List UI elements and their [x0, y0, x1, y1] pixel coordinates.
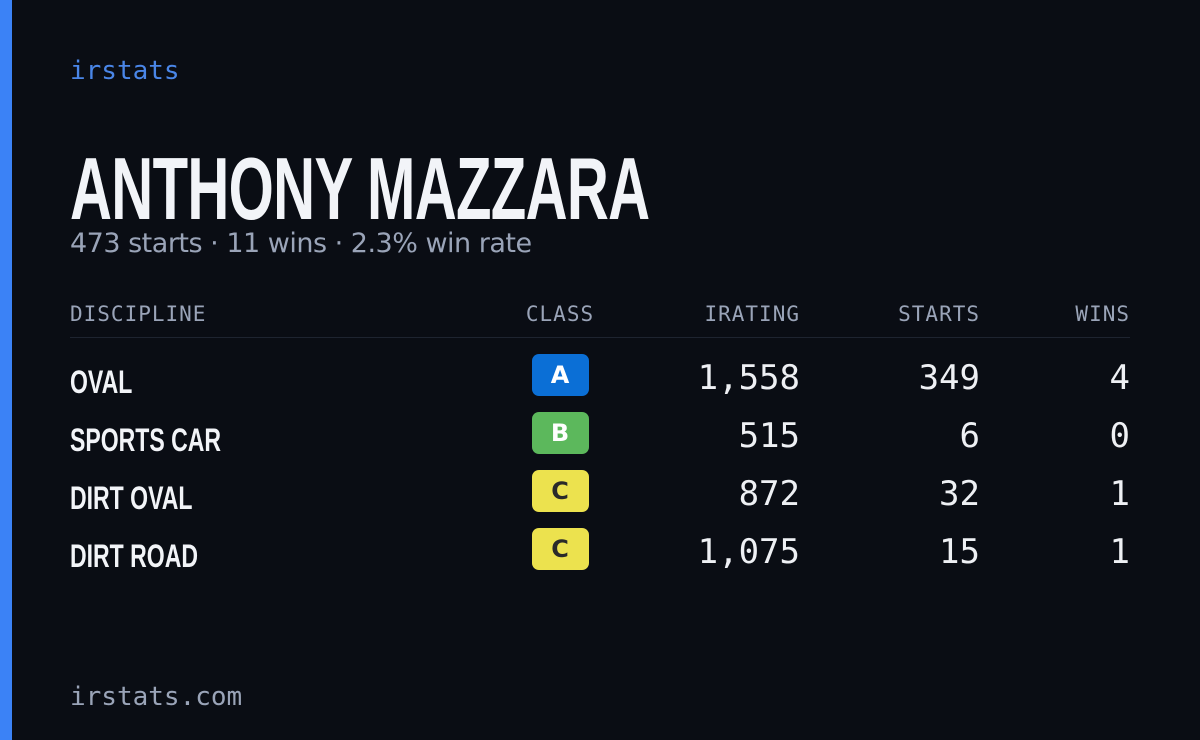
starts: 349	[918, 358, 980, 398]
discipline: OVAL	[70, 364, 133, 400]
class-badge: C	[531, 470, 589, 512]
irating: 515	[738, 416, 800, 456]
column-header: DISCIPLINE	[70, 302, 207, 326]
column-header: CLASS	[525, 302, 595, 326]
footer: irstats.com	[70, 682, 243, 712]
wins: 0	[1109, 416, 1130, 456]
driver-summary: 473 starts · 11 wins · 2.3% win rate	[70, 228, 532, 259]
starts: 15	[939, 532, 980, 572]
column-header: WINS	[1075, 302, 1130, 326]
driver-name: ANTHONY MAZZARA	[70, 139, 650, 238]
starts: 32	[939, 474, 980, 514]
header-rule	[70, 337, 1130, 338]
accent-bar	[0, 0, 12, 740]
wins: 1	[1109, 474, 1130, 514]
column-header: STARTS	[898, 302, 980, 326]
wins: 1	[1109, 532, 1130, 572]
class-badge: B	[531, 412, 589, 454]
column-header: IRATING	[704, 302, 800, 326]
discipline: DIRT OVAL	[70, 480, 193, 516]
discipline: SPORTS CAR	[70, 422, 222, 458]
discipline: DIRT ROAD	[70, 538, 198, 574]
wins: 4	[1109, 358, 1130, 398]
class-badge: A	[531, 354, 589, 396]
irating: 872	[738, 474, 800, 514]
brand: irstats	[70, 56, 180, 86]
class-badge: C	[531, 528, 589, 570]
irating: 1,075	[697, 532, 800, 572]
irating: 1,558	[697, 358, 800, 398]
starts: 6	[959, 416, 980, 456]
